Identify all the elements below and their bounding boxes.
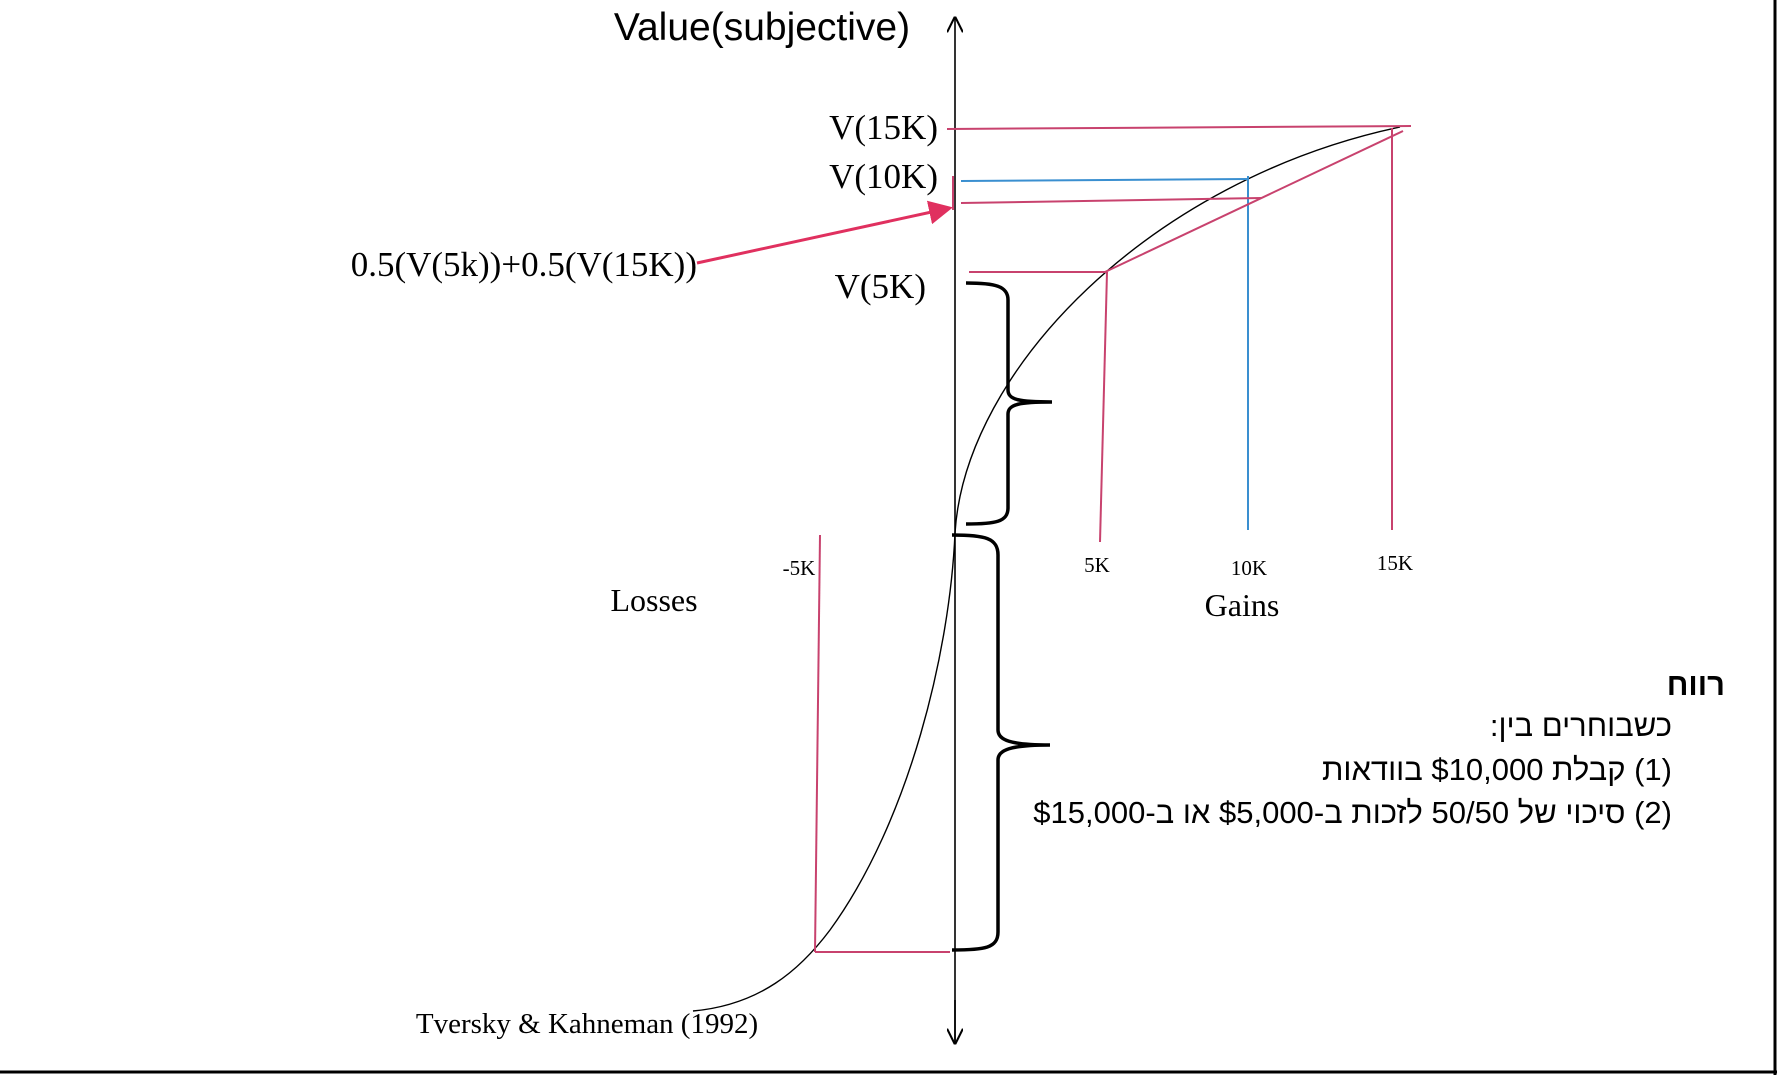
tick-5k: 5K bbox=[1084, 553, 1110, 577]
tick-10k: 10K bbox=[1231, 556, 1267, 580]
option-1: (1) קבלת $10,000 בוודאות bbox=[1321, 752, 1672, 787]
expected-value-guide bbox=[960, 197, 1262, 204]
v5k-label: V(5K) bbox=[835, 267, 926, 306]
citation: Tversky & Kahneman (1992) bbox=[416, 1008, 758, 1040]
option-2: (2) סיכוי של 50/50 לזכות ב-$5,000 או ב-$… bbox=[1033, 795, 1672, 830]
v15k-guide bbox=[946, 125, 1412, 130]
tick-15k: 15K bbox=[1377, 551, 1413, 575]
neg5k-vertical-guide bbox=[814, 534, 821, 953]
tick-neg5k: -5K bbox=[783, 556, 816, 580]
5k-vertical-guide bbox=[1099, 271, 1108, 543]
loss-brace bbox=[951, 533, 1051, 952]
v10k-guide bbox=[960, 178, 1249, 182]
v10k-label: V(10K) bbox=[829, 157, 938, 196]
value-function-curve bbox=[692, 126, 1401, 1012]
v15k-label: V(15K) bbox=[829, 108, 938, 147]
gains-label: Gains bbox=[1205, 587, 1280, 623]
y-axis-label: Value(subjective) bbox=[614, 6, 910, 49]
text-box-title: רווח bbox=[1666, 667, 1725, 702]
gamble-chord bbox=[1104, 130, 1404, 273]
losses-label: Losses bbox=[610, 582, 697, 618]
expected-value-arrow bbox=[696, 200, 953, 265]
gain-brace bbox=[965, 281, 1053, 526]
text-box-intro: כשבוחרים בין: bbox=[1489, 708, 1672, 743]
expected-value-label: 0.5(V(5k))+0.5(V(15K)) bbox=[351, 245, 697, 284]
